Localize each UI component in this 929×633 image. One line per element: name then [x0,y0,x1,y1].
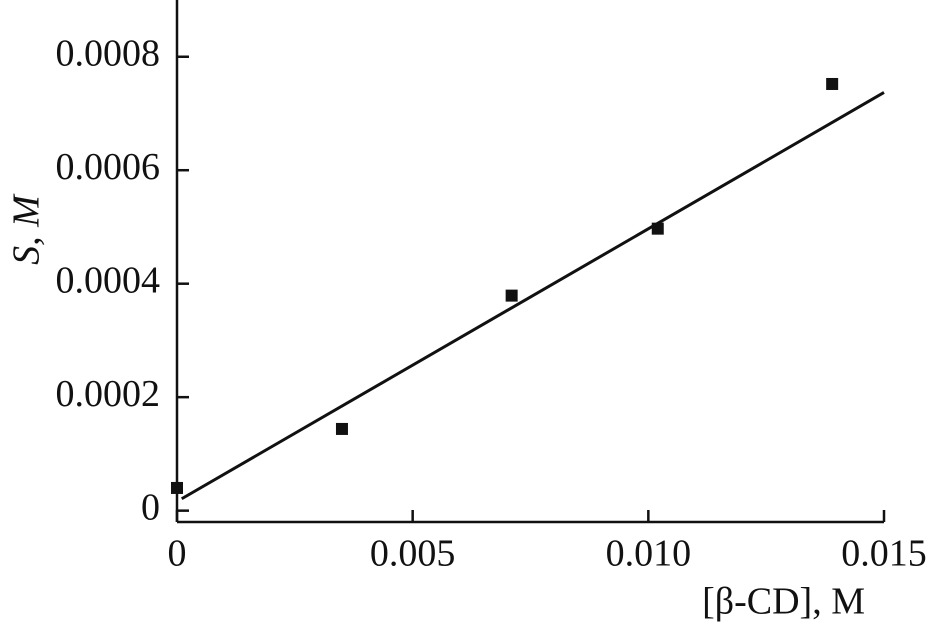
y-tick-label: 0.0004 [56,259,161,301]
fit-line [180,91,885,501]
data-point [505,289,518,302]
x-tick-label: 0.015 [841,533,927,575]
data-point [335,422,348,435]
y-tick-label: 0.0002 [56,373,161,415]
x-axis-label: [β-CD], M [702,581,865,623]
x-tick-label: 0 [168,533,187,575]
x-tick-label: 0.005 [370,533,456,575]
data-point [826,77,839,90]
y-tick-label: 0.0008 [56,32,161,74]
y-tick-label: 0.0006 [56,146,161,188]
x-tick-label: 0.010 [606,533,692,575]
data-point [171,481,183,494]
y-tick-label: 0 [141,486,160,528]
y-axis-label: S, M [6,193,48,265]
data-point [651,222,664,235]
